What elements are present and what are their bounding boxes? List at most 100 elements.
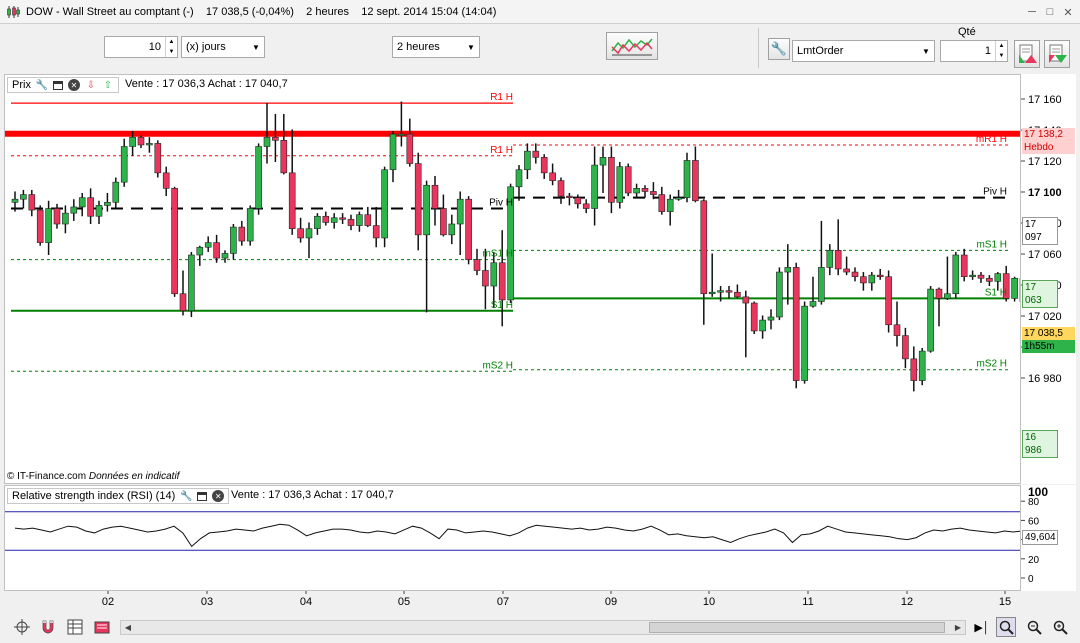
period-count-stepper[interactable]: 10 ▲ ▼: [104, 36, 178, 58]
settings-wrench-button[interactable]: 🔧: [768, 38, 790, 60]
hebdo-label: Hebdo: [1024, 142, 1054, 153]
interval-select[interactable]: 2 heures ▼: [392, 36, 480, 58]
ms2-price-tag: 16 986: [1022, 430, 1058, 458]
zoom-out-icon[interactable]: [1026, 619, 1042, 635]
trend-chart-icon: [611, 38, 653, 56]
window-icon[interactable]: [197, 491, 208, 501]
stepper-down-icon[interactable]: ▼: [168, 49, 175, 55]
period-count-value[interactable]: 10: [148, 41, 161, 53]
chevron-down-icon[interactable]: ▼: [252, 42, 260, 52]
rsi-chart-svg[interactable]: [5, 486, 1021, 591]
close-circle-icon[interactable]: ✕: [212, 490, 225, 502]
candle-body-bear: [893, 324, 901, 336]
candle-body-bull: [188, 254, 195, 312]
candle-body-bull: [70, 206, 78, 214]
move-up-icon[interactable]: ⇧: [103, 79, 113, 91]
crosshair-icon[interactable]: [14, 619, 30, 635]
zoom-fit-icon[interactable]: [996, 617, 1016, 637]
candle-body-bull: [490, 262, 498, 287]
magnet-icon[interactable]: [40, 619, 56, 635]
price-tick-label: 17 160: [1028, 94, 1062, 106]
level-ms1h2-label: mS1 H: [976, 239, 1007, 250]
time-scrollbar[interactable]: ◀ ▶: [120, 620, 966, 635]
sell-ticket-icon: [1049, 44, 1067, 63]
candle-body-bear: [87, 197, 94, 217]
time-tick-label: 12: [901, 596, 913, 608]
chart-type-button[interactable]: [606, 32, 658, 60]
candle-body-bull: [230, 226, 237, 254]
level-r1h-dashed-label: R1 H: [490, 145, 513, 156]
chevron-down-icon[interactable]: ▼: [467, 42, 475, 52]
rsi-axis[interactable]: 100806040200 49,604: [1021, 485, 1076, 591]
candle-body-bull: [524, 150, 531, 171]
minimize-icon[interactable]: ─: [1028, 6, 1036, 18]
candle-body-bear: [834, 250, 842, 270]
candle-body-bull: [616, 166, 624, 203]
time-tick-label: 02: [102, 596, 114, 608]
zoom-in-icon[interactable]: [1052, 619, 1068, 635]
chevron-down-icon[interactable]: ▼: [922, 46, 930, 56]
title-bar: DOW - Wall Street au comptant (-) 17 038…: [0, 0, 1080, 24]
hebdo-price-tag: 17 138,2 Hebdo: [1022, 128, 1075, 154]
wrench-icon[interactable]: 🔧: [180, 490, 193, 502]
qty-stepper[interactable]: 1 ▲ ▼: [940, 40, 1008, 62]
candle-body-bear: [179, 293, 187, 312]
price-quote: Vente : 17 036,3 Achat : 17 040,7: [125, 78, 288, 90]
sell-order-button[interactable]: [1044, 40, 1070, 68]
time-tick-label: 05: [398, 596, 410, 608]
move-down-icon[interactable]: ⇩: [86, 79, 96, 91]
time-tick-label: 07: [497, 596, 509, 608]
candle-body-bull: [129, 136, 136, 147]
buy-order-button[interactable]: [1014, 40, 1040, 68]
candle-body-bear: [288, 172, 296, 229]
candle-body-bear: [372, 225, 380, 239]
wrench-icon[interactable]: 🔧: [35, 79, 49, 91]
level-mr1h-label: mR1 H: [976, 134, 1007, 145]
scroll-right-icon[interactable]: ▶: [954, 623, 962, 632]
rsi-tick-label: 80: [1028, 497, 1040, 508]
price-legend-label: Prix: [12, 79, 31, 91]
copyright-note: Données en indicatif: [88, 471, 180, 482]
candle-body-bear: [574, 197, 582, 205]
candle-body-bull: [809, 301, 817, 307]
scroll-end-icon[interactable]: ▶│: [974, 621, 990, 634]
price-chart-panel[interactable]: R1 H R1 H Piv H mS1 H S1 H mS2 H mR1 H Piv H mS1…: [4, 74, 1021, 484]
stepper-up-icon[interactable]: ▲: [168, 39, 175, 45]
price-legend: Prix 🔧 ✕ ⇩ ⇧: [7, 77, 119, 93]
candlestick-app-icon: [7, 5, 20, 18]
stepper-down-icon[interactable]: ▼: [998, 53, 1005, 59]
rsi-panel[interactable]: Relative strength index (RSI) (14) 🔧 ✕ V…: [4, 485, 1021, 591]
draw-tools-icon[interactable]: [94, 619, 110, 635]
candle-body-bull: [78, 197, 86, 208]
candle-body-bull: [20, 194, 27, 200]
level-ms2h-label: mS2 H: [482, 360, 513, 371]
price-tick-label: 17 060: [1028, 249, 1062, 261]
price-chart-svg[interactable]: R1 H R1 H Piv H mS1 H S1 H mS2 H mR1 H Piv H mS1…: [5, 75, 1021, 484]
period-unit-value: (x) jours: [186, 41, 226, 53]
order-type-select[interactable]: LmtOrder ▼: [792, 40, 935, 62]
stepper-up-icon[interactable]: ▲: [998, 43, 1005, 49]
candle-body-bull: [448, 223, 456, 236]
scroll-left-icon[interactable]: ◀: [124, 623, 132, 632]
candle-body-bear: [213, 242, 220, 259]
time-axis[interactable]: 02 03 04 05 07 09 10 11 12 15: [4, 591, 1076, 611]
candle-body-bull: [456, 198, 464, 225]
candle-body-bull: [918, 350, 926, 381]
candle-body-bull: [784, 267, 792, 273]
qty-value[interactable]: 1: [984, 45, 991, 57]
scrollbar-thumb[interactable]: [649, 622, 945, 633]
candle-body-bull: [381, 169, 388, 239]
restore-icon[interactable]: □: [1046, 6, 1054, 18]
period-unit-select[interactable]: (x) jours ▼: [181, 36, 265, 58]
candle-body-bear: [700, 200, 708, 295]
pivot-price-tag: 17 097: [1022, 217, 1058, 245]
close-circle-icon[interactable]: ✕: [67, 79, 80, 91]
candle-body-bull: [708, 291, 716, 295]
copyright-notice: © IT-Finance.com Données en indicatif: [7, 471, 179, 482]
window-icon[interactable]: [52, 80, 63, 90]
grid-table-icon[interactable]: [67, 619, 83, 635]
close-icon[interactable]: ✕: [1063, 6, 1073, 19]
last-price-value: 17 038,5: [1024, 328, 1063, 339]
